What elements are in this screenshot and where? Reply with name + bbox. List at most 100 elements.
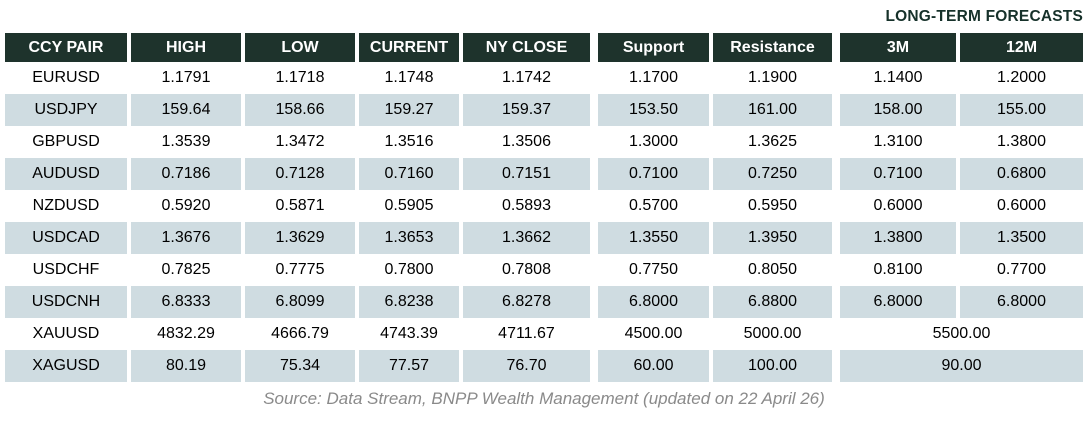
- value-cell: 0.5950: [713, 190, 832, 222]
- value-cell: 1.1400: [840, 62, 956, 94]
- value-cell: 0.7808: [463, 254, 590, 286]
- value-cell: 155.00: [960, 94, 1083, 126]
- column-header-12m: 12M: [960, 33, 1083, 62]
- column-header-ccy-pair: CCY PAIR: [5, 33, 127, 62]
- value-cell: 159.37: [463, 94, 590, 126]
- ccy-pair-cell: USDCAD: [5, 222, 127, 254]
- value-cell: 0.7775: [245, 254, 355, 286]
- value-cell: 159.64: [131, 94, 241, 126]
- table-row-nzdusd: NZDUSD 0.5920 0.5871 0.5905 0.5893 0.5700 0.59…: [5, 190, 1083, 222]
- value-cell: 1.1742: [463, 62, 590, 94]
- source-attribution: Source: Data Stream, BNPP Wealth Managem…: [263, 389, 825, 408]
- value-cell: 0.6800: [960, 158, 1083, 190]
- ccy-pair-cell: XAGUSD: [5, 350, 127, 382]
- value-cell: 158.66: [245, 94, 355, 126]
- ccy-pair-cell: GBPUSD: [5, 126, 127, 158]
- column-header-ny-close: NY CLOSE: [463, 33, 590, 62]
- value-cell: 0.5871: [245, 190, 355, 222]
- value-cell: 0.7825: [131, 254, 241, 286]
- value-cell: 6.8238: [359, 286, 459, 318]
- value-cell: 1.3550: [598, 222, 709, 254]
- value-cell: 4832.29: [131, 318, 241, 350]
- column-header-current: CURRENT: [359, 33, 459, 62]
- column-header-3m: 3M: [840, 33, 956, 62]
- value-cell: 1.1718: [245, 62, 355, 94]
- value-cell: 100.00: [713, 350, 832, 382]
- value-cell: 1.3800: [840, 222, 956, 254]
- value-cell: 0.6000: [960, 190, 1083, 222]
- value-cell: 159.27: [359, 94, 459, 126]
- fx-forecast-table: CCY PAIR HIGH LOW CURRENT NY CLOSE Support Res…: [5, 33, 1083, 382]
- value-cell: 6.8333: [131, 286, 241, 318]
- value-cell: 1.3516: [359, 126, 459, 158]
- merged-forecast-cell: 90.00: [840, 350, 1083, 382]
- value-cell: 6.8278: [463, 286, 590, 318]
- column-header-resistance: Resistance: [713, 33, 832, 62]
- value-cell: 153.50: [598, 94, 709, 126]
- value-cell: 0.7800: [359, 254, 459, 286]
- value-cell: 5000.00: [713, 318, 832, 350]
- table-header-row: CCY PAIR HIGH LOW CURRENT NY CLOSE Support Res…: [5, 33, 1083, 62]
- value-cell: 6.8099: [245, 286, 355, 318]
- value-cell: 1.1900: [713, 62, 832, 94]
- value-cell: 0.8050: [713, 254, 832, 286]
- value-cell: 1.3472: [245, 126, 355, 158]
- value-cell: 77.57: [359, 350, 459, 382]
- table-row-usdjpy: USDJPY 159.64 158.66 159.27 159.37 153.50 161.…: [5, 94, 1083, 126]
- value-cell: 158.00: [840, 94, 956, 126]
- value-cell: 75.34: [245, 350, 355, 382]
- value-cell: 1.2000: [960, 62, 1083, 94]
- value-cell: 0.7750: [598, 254, 709, 286]
- table-row-xauusd: XAUUSD 4832.29 4666.79 4743.39 4711.67 4500.0…: [5, 318, 1083, 350]
- value-cell: 1.3629: [245, 222, 355, 254]
- value-cell: 0.8100: [840, 254, 956, 286]
- value-cell: 1.3539: [131, 126, 241, 158]
- value-cell: 4666.79: [245, 318, 355, 350]
- value-cell: 0.7100: [598, 158, 709, 190]
- value-cell: 0.5700: [598, 190, 709, 222]
- value-cell: 1.3625: [713, 126, 832, 158]
- table-row-usdchf: USDCHF 0.7825 0.7775 0.7800 0.7808 0.7750 0.80…: [5, 254, 1083, 286]
- value-cell: 0.7160: [359, 158, 459, 190]
- value-cell: 4743.39: [359, 318, 459, 350]
- value-cell: 6.8000: [960, 286, 1083, 318]
- column-header-support: Support: [598, 33, 709, 62]
- value-cell: 6.8800: [713, 286, 832, 318]
- value-cell: 1.3506: [463, 126, 590, 158]
- ccy-pair-cell: EURUSD: [5, 62, 127, 94]
- value-cell: 0.7100: [840, 158, 956, 190]
- ccy-pair-cell: USDJPY: [5, 94, 127, 126]
- value-cell: 1.3000: [598, 126, 709, 158]
- value-cell: 1.3653: [359, 222, 459, 254]
- table-row-usdcad: USDCAD 1.3676 1.3629 1.3653 1.3662 1.3550 1.39…: [5, 222, 1083, 254]
- table-row-usdcnh: USDCNH 6.8333 6.8099 6.8238 6.8278 6.8000 6.88…: [5, 286, 1083, 318]
- value-cell: 1.3662: [463, 222, 590, 254]
- value-cell: 4500.00: [598, 318, 709, 350]
- merged-forecast-cell: 5500.00: [840, 318, 1083, 350]
- value-cell: 80.19: [131, 350, 241, 382]
- value-cell: 1.3500: [960, 222, 1083, 254]
- value-cell: 4711.67: [463, 318, 590, 350]
- value-cell: 161.00: [713, 94, 832, 126]
- table-row-audusd: AUDUSD 0.7186 0.7128 0.7160 0.7151 0.7100 0.72…: [5, 158, 1083, 190]
- value-cell: 6.8000: [840, 286, 956, 318]
- value-cell: 0.7128: [245, 158, 355, 190]
- value-cell: 6.8000: [598, 286, 709, 318]
- ccy-pair-cell: AUDUSD: [5, 158, 127, 190]
- table-row-xagusd: XAGUSD 80.19 75.34 77.57 76.70 60.00 100.00 90.…: [5, 350, 1083, 382]
- value-cell: 0.6000: [840, 190, 956, 222]
- ccy-pair-cell: USDCHF: [5, 254, 127, 286]
- value-cell: 0.7151: [463, 158, 590, 190]
- value-cell: 60.00: [598, 350, 709, 382]
- value-cell: 1.3676: [131, 222, 241, 254]
- table-row-gbpusd: GBPUSD 1.3539 1.3472 1.3516 1.3506 1.3000 1.36…: [5, 126, 1083, 158]
- ccy-pair-cell: NZDUSD: [5, 190, 127, 222]
- value-cell: 0.7250: [713, 158, 832, 190]
- long-term-forecasts-title: LONG-TERM FORECASTS: [885, 8, 1083, 25]
- value-cell: 1.3950: [713, 222, 832, 254]
- value-cell: 76.70: [463, 350, 590, 382]
- column-header-high: HIGH: [131, 33, 241, 62]
- value-cell: 1.3100: [840, 126, 956, 158]
- ccy-pair-cell: USDCNH: [5, 286, 127, 318]
